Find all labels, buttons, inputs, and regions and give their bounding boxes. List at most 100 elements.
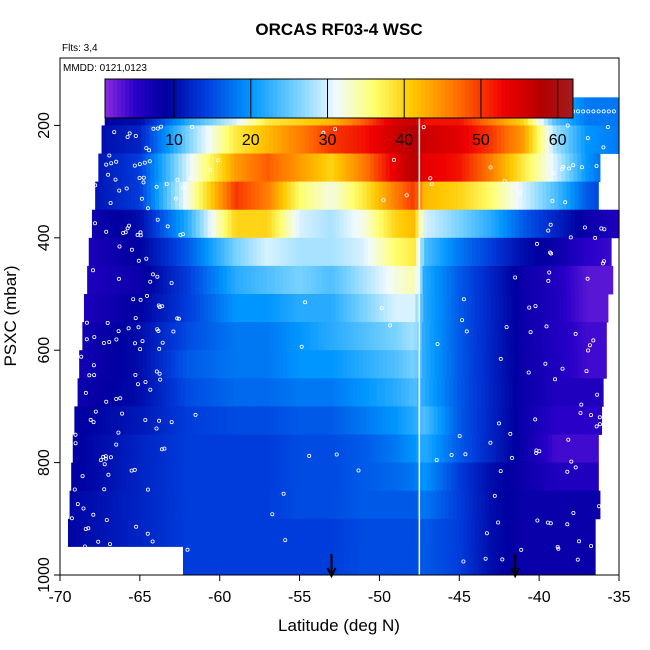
heatmap-cell	[493, 322, 499, 351]
heatmap-cell	[463, 209, 468, 239]
heatmap-cell	[148, 237, 154, 267]
heatmap-cell	[213, 490, 218, 520]
observation-point	[123, 230, 128, 235]
heatmap-cell	[427, 518, 432, 548]
heatmap-cell	[176, 237, 182, 267]
observation-point	[121, 230, 126, 235]
heatmap-cell	[330, 462, 336, 492]
heatmap-cell	[357, 546, 363, 576]
heatmap-cell	[502, 265, 507, 295]
heatmap-cell	[313, 406, 319, 435]
colorbar-segment	[125, 79, 130, 118]
heatmap-cell	[270, 462, 276, 492]
heatmap-cell	[339, 294, 345, 323]
heatmap-cell	[203, 209, 209, 239]
heatmap-cell	[446, 265, 452, 295]
heatmap-cell	[482, 181, 488, 211]
heatmap-cell	[391, 294, 396, 323]
heatmap-cell	[206, 181, 212, 211]
heatmap-cell	[285, 125, 290, 154]
heatmap-cell	[546, 462, 551, 492]
heatmap-cell	[256, 434, 262, 464]
heatmap-cell	[115, 294, 121, 323]
heatmap-cell	[586, 462, 591, 492]
heatmap-cell	[498, 181, 504, 211]
observation-point	[589, 413, 594, 418]
heatmap-cell	[77, 378, 83, 407]
heatmap-cell	[397, 546, 403, 576]
heatmap-cell	[429, 153, 435, 183]
heatmap-cell	[565, 322, 571, 351]
heatmap-cell	[464, 434, 469, 464]
heatmap-cell	[430, 462, 436, 492]
observation-point	[404, 193, 409, 198]
heatmap-cell	[456, 125, 462, 154]
chart-title: ORCAS RF03-4 WSC	[255, 20, 422, 39]
heatmap-cell	[198, 322, 203, 351]
heatmap-cell	[105, 490, 111, 520]
heatmap-cell	[89, 378, 95, 407]
heatmap-cell	[493, 153, 499, 183]
heatmap-cell	[350, 181, 356, 211]
heatmap-cell	[599, 294, 604, 323]
heatmap-cell	[368, 237, 373, 267]
heatmap-cell	[276, 237, 281, 267]
heatmap-cell	[343, 209, 349, 239]
heatmap-cell	[411, 209, 416, 239]
heatmap-cell	[366, 462, 372, 492]
heatmap-cell	[599, 237, 605, 267]
observation-point	[573, 331, 578, 336]
colorbar-tick-label: 30	[319, 132, 337, 149]
observation-point	[546, 228, 551, 233]
heatmap-cell	[581, 406, 587, 435]
heatmap-cell	[174, 406, 179, 435]
observation-point	[155, 274, 160, 279]
heatmap-cell	[305, 490, 310, 520]
heatmap-cell	[492, 434, 497, 464]
heatmap-cell	[359, 518, 365, 548]
heatmap-cell	[472, 237, 477, 267]
heatmap-cell	[457, 153, 463, 183]
heatmap-cell	[539, 434, 545, 464]
heatmap-area	[60, 97, 620, 576]
heatmap-cell	[283, 209, 289, 239]
heatmap-cell	[432, 490, 438, 520]
colorbar-segment	[473, 79, 478, 118]
heatmap-cell	[578, 181, 583, 211]
heatmap-cell	[345, 378, 350, 407]
heatmap-cell	[171, 518, 177, 548]
heatmap-cell	[494, 265, 500, 295]
heatmap-cell	[299, 209, 305, 239]
heatmap-cell	[535, 237, 541, 267]
colorbar-segment	[157, 79, 162, 118]
heatmap-cell	[523, 434, 529, 464]
heatmap-cell	[360, 237, 365, 267]
observation-point	[544, 324, 549, 329]
heatmap-cell	[421, 406, 427, 435]
heatmap-cell	[341, 490, 346, 520]
heatmap-cell	[297, 490, 302, 520]
observation-point	[591, 109, 596, 114]
heatmap-cell	[511, 434, 517, 464]
heatmap-cell	[182, 546, 187, 576]
heatmap-cell	[470, 462, 476, 492]
heatmap-cell	[242, 350, 248, 379]
heatmap-cell	[373, 153, 379, 183]
observation-point	[356, 468, 361, 473]
heatmap-cell	[265, 378, 270, 407]
heatmap-cell	[517, 153, 523, 183]
heatmap-cell	[405, 322, 411, 351]
heatmap-cell	[542, 350, 547, 379]
heatmap-cell	[270, 406, 275, 435]
heatmap-cell	[582, 462, 587, 492]
heatmap-cell	[258, 546, 263, 576]
heatmap-cell	[500, 490, 506, 520]
observation-point	[556, 546, 561, 551]
heatmap-cell	[146, 406, 151, 435]
heatmap-cell	[519, 518, 524, 548]
heatmap-cell	[304, 237, 309, 267]
heatmap-cell	[557, 153, 563, 183]
heatmap-cell	[556, 490, 562, 520]
heatmap-cell	[383, 209, 389, 239]
heatmap-cell	[570, 350, 575, 379]
